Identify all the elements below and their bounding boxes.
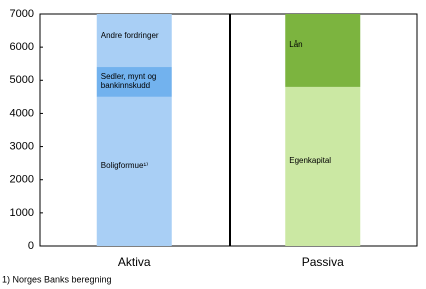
segment-label: Egenkapital (289, 156, 332, 166)
y-tick-label: 6000 (10, 41, 34, 53)
segment-label-box: Egenkapital (289, 156, 332, 166)
bar-segment (285, 86, 361, 247)
y-tick-label: 1000 (10, 207, 34, 219)
segment-label: Lån (289, 40, 303, 50)
y-tick-label: 4000 (10, 107, 34, 119)
footnote: 1) Norges Banks beregning (2, 274, 112, 284)
segment-label: Boligformue¹⁾ (100, 161, 149, 171)
segment-label-box: Lån (289, 40, 303, 50)
x-tick-label: Passiva (302, 255, 344, 269)
segment-label: Andre fordringer (100, 30, 159, 40)
plot-frame (39, 13, 418, 247)
segment-label-box: Boligformue¹⁾ (100, 161, 149, 171)
y-tick-label: 7000 (10, 8, 34, 20)
y-tick-label: 5000 (10, 74, 34, 86)
bar-segment (285, 14, 361, 87)
bar-segment (96, 96, 172, 246)
segment-label-box: Sedler, mynt og bankinnskudd (100, 71, 157, 90)
y-tick-label: 2000 (10, 174, 34, 186)
bar-segment (96, 67, 172, 97)
y-tick-label: 0 (28, 240, 34, 252)
x-tick-label: Aktiva (118, 255, 151, 269)
segment-label-box: Andre fordringer (100, 30, 159, 40)
bar-segment (96, 14, 172, 68)
segment-label: Sedler, mynt og bankinnskudd (100, 71, 157, 90)
y-tick-label: 3000 (10, 140, 34, 152)
